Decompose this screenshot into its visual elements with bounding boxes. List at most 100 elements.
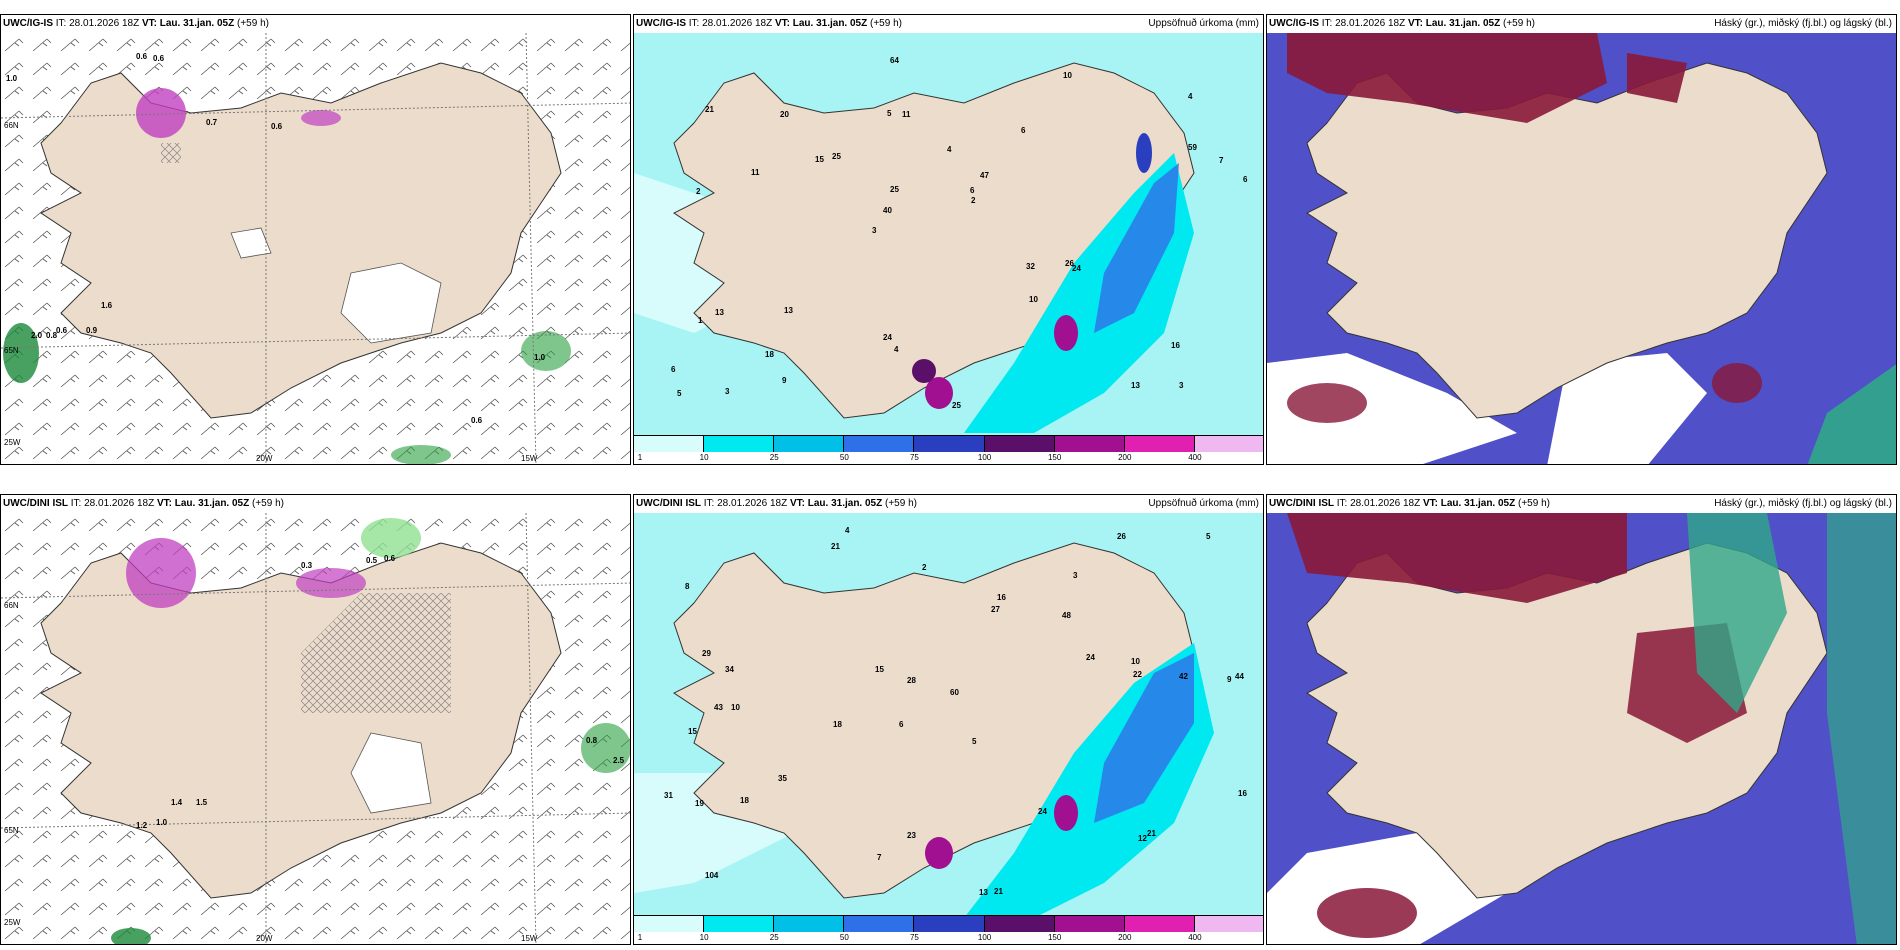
precip-value-label: 3 — [1179, 381, 1184, 390]
precip-value-label: 13 — [715, 308, 724, 317]
wind-label: 2.5 — [613, 756, 625, 765]
wind-label: 1.0 — [156, 818, 168, 827]
precip-value-label: 9 — [1227, 675, 1232, 684]
wind-label: 1.0 — [6, 74, 18, 83]
colorbar-swatch — [844, 916, 915, 932]
lead-time: (+59 h) — [1503, 18, 1535, 29]
precip-value-label: 25 — [952, 401, 961, 410]
precip-value-label: 9 — [782, 376, 787, 385]
panel-title: Uppsöfnuð úrkoma (mm) — [1148, 18, 1259, 29]
panel-title: Uppsöfnuð úrkoma (mm) — [1148, 498, 1259, 509]
colorbar-label: 25 — [769, 453, 779, 462]
precip-value-label: 24 — [883, 333, 892, 342]
colorbar-label: 75 — [909, 453, 919, 462]
precip-value-label: 13 — [784, 306, 793, 315]
precip-value-label: 3 — [872, 226, 877, 235]
precip-value-label: 1 — [698, 316, 703, 325]
precip-value-label: 27 — [991, 605, 1000, 614]
colorbar-label: 75 — [909, 933, 919, 942]
init-time: IT: 28.01.2026 18Z — [55, 18, 140, 29]
precip-value-label: 6 — [671, 365, 676, 374]
precip-value-label: 22 — [1133, 670, 1142, 679]
lon-label-20: 20W — [256, 934, 273, 943]
lon-label-20: 20W — [256, 454, 273, 463]
precip-value-label: 40 — [883, 206, 892, 215]
wind-label: 0.7 — [206, 118, 218, 127]
valid-time: Lau. 31.jan. 05Z — [807, 498, 883, 509]
precip-value-label: 35 — [778, 774, 787, 783]
precip-value-label: 2 — [971, 196, 976, 205]
precip-value-label: 28 — [907, 676, 916, 685]
valid-time: Lau. 31.jan. 05Z — [1425, 18, 1501, 29]
precip-value-label: 34 — [725, 665, 734, 674]
precip-value-label: 11 — [751, 168, 760, 177]
wind-label: 0.8 — [46, 331, 58, 340]
model-name: UWC/DINI ISL — [1269, 498, 1334, 509]
precip-value-label: 25 — [832, 152, 841, 161]
wind-map: 66N 65N 20W 15W 25W 1.0 0.6 0.6 0.7 0.6 … — [1, 33, 630, 464]
colorbar-label: 150 — [1047, 453, 1062, 462]
valid-time: Lau. 31.jan. 05Z — [174, 498, 250, 509]
wind-label: 0.8 — [586, 736, 598, 745]
precip-value-label: 19 — [695, 799, 704, 808]
wind-label: 0.6 — [271, 122, 283, 131]
wind-label: 0.6 — [384, 554, 396, 563]
lon-label-15: 15W — [521, 454, 538, 463]
colorbar-swatch — [634, 436, 705, 452]
precip-value-label: 18 — [740, 796, 749, 805]
precip-value-label: 48 — [1062, 611, 1071, 620]
wind-label: 1.4 — [171, 798, 183, 807]
lead-time: (+59 h) — [1518, 498, 1550, 509]
wind-label: 0.6 — [471, 416, 483, 425]
colorbar-label: 200 — [1118, 933, 1132, 942]
wind-label: 1.2 — [136, 821, 148, 830]
valid-label: VT: — [156, 498, 172, 509]
precip-value-label: 10 — [1063, 71, 1072, 80]
precip-value-label: 16 — [1171, 341, 1180, 350]
panel-title: Háský (gr.), miðský (fj.bl.) og lágský (… — [1714, 498, 1892, 509]
colorbar-swatch — [634, 916, 705, 932]
map-area: 3 2 4 3 6 3 5 4 13 25 6 18 11 47 24 21 64 6 32 59 40 24 25 20 10… — [634, 33, 1263, 438]
precip-value-label: 44 — [1235, 672, 1244, 681]
lat-label-65: 65N — [4, 826, 19, 835]
precip-value-label: 15 — [815, 155, 824, 164]
map-area — [1267, 33, 1896, 464]
valid-time: Lau. 31.jan. 05Z — [792, 18, 868, 29]
precip-value-label: 25 — [890, 185, 899, 194]
valid-label: VT: — [774, 18, 790, 29]
colorbar-label: 200 — [1118, 453, 1132, 462]
precip-value-label: 4 — [1188, 92, 1193, 101]
precip-value-label: 4 — [845, 526, 850, 535]
precip-value-label: 3 — [725, 387, 730, 396]
valid-time: Lau. 31.jan. 05Z — [159, 18, 235, 29]
wind-label: 2.0 — [31, 331, 43, 340]
wind-label: 1.0 — [534, 353, 546, 362]
precip-value-label: 15 — [875, 665, 884, 674]
colorbar-swatch — [984, 436, 1055, 452]
precip-value-label: 59 — [1188, 143, 1197, 152]
precip-value-label: 8 — [685, 582, 690, 591]
precip-value-label: 10 — [1029, 295, 1038, 304]
colorbar-swatch — [1124, 916, 1195, 932]
map-area — [1267, 513, 1896, 944]
model-name: UWC/IG-IS — [1269, 18, 1319, 29]
precip-value-label: 10 — [1131, 657, 1140, 666]
panel-header: UWC/IG-IS IT: 28.01.2026 18Z VT: Lau. 31… — [634, 15, 1263, 33]
colorbar-swatch — [914, 436, 985, 452]
wind-map: 66N 65N 20W 15W 25W 0.5 0.6 0.8 2.5 1.2 … — [1, 513, 630, 944]
precip-value-label: 6 — [1243, 175, 1248, 184]
precip-value-label: 6 — [899, 720, 904, 729]
precip-value-label: 24 — [1086, 653, 1095, 662]
precip-value-label: 13 — [1131, 381, 1140, 390]
panel-title: Háský (gr.), miðský (fj.bl.) og lágský (… — [1714, 18, 1892, 29]
precip-value-label: 24 — [1038, 807, 1047, 816]
lead-time: (+59 h) — [252, 498, 284, 509]
precip-value-label: 5 — [1206, 532, 1211, 541]
valid-time: Lau. 31.jan. 05Z — [1440, 498, 1516, 509]
lon-label-25: 25W — [4, 438, 21, 447]
colorbar-swatch — [774, 916, 845, 932]
precip-value-label: 2 — [696, 187, 701, 196]
colorbar-label: 10 — [699, 453, 709, 462]
precip-value-label: 60 — [950, 688, 959, 697]
